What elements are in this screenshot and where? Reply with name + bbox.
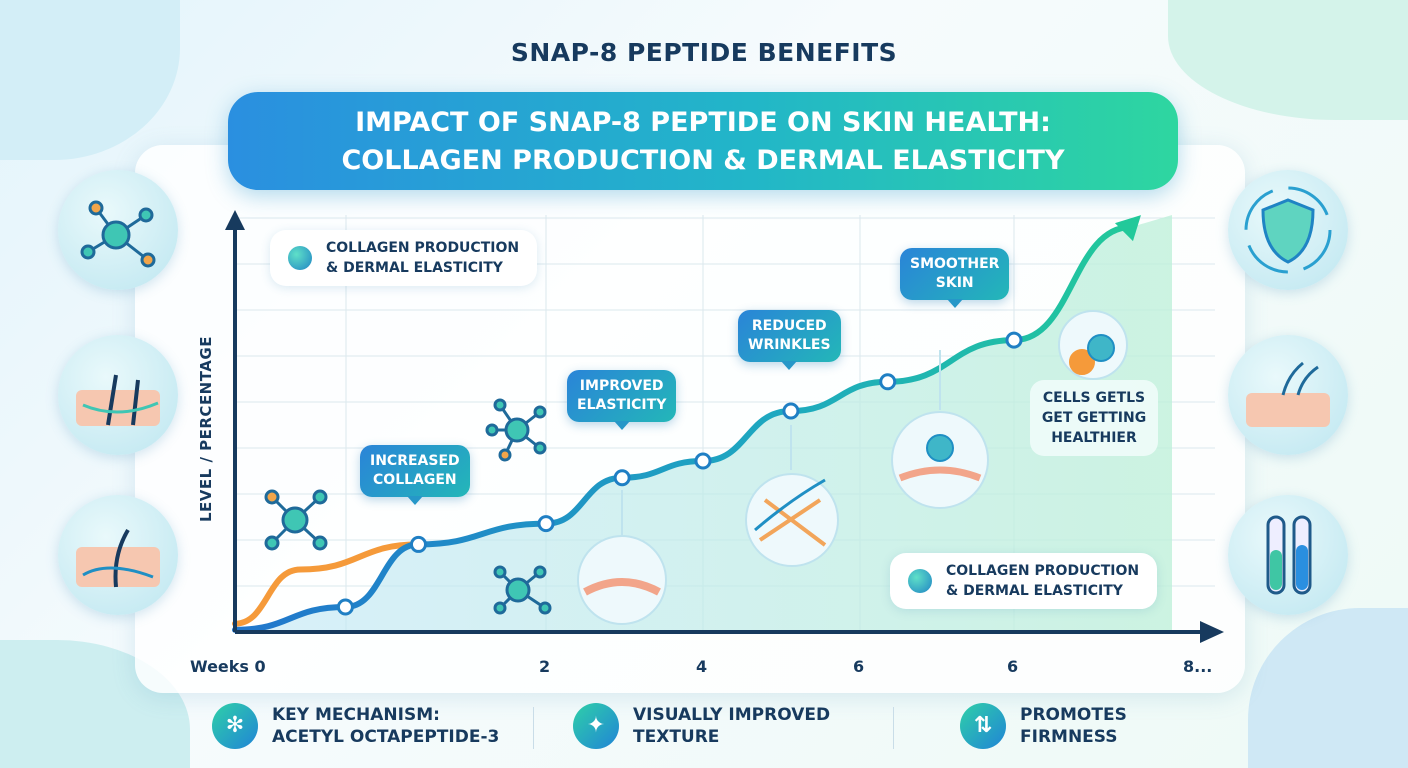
note-line: HEALTHIER [1051,430,1137,446]
feature-label: PROMOTES [1020,705,1127,725]
callout-line: SMOOTHER [910,256,1000,272]
feature-label: TEXTURE [633,727,720,747]
main-series-line [232,224,1134,633]
legend-label: COLLAGEN PRODUCTION [326,240,520,256]
data-point [537,515,555,533]
legend-label: & DERMAL ELASTICITY [326,260,503,276]
secondary-series-line [232,541,422,627]
molecule-icon [264,398,552,615]
x-tick-label: 2 [539,657,551,676]
x-axis-arrow [1200,621,1224,643]
note-line: CELLS GETLS [1042,390,1146,406]
callout-line: WRINKLES [748,337,831,353]
feature-firmness: ⇅ PROMOTES FIRMNESS [960,703,1127,749]
note-line: GET GETTING [1041,410,1147,426]
x-tick-label: 8... [1183,657,1213,676]
divider [533,707,534,749]
skin-hair-icon [58,335,178,455]
skin-follicle-icon [58,495,178,615]
skin-layers-icon [1228,335,1348,455]
data-point [694,452,712,470]
data-point [879,373,897,391]
chart-title-banner: IMPACT OF SNAP-8 PEPTIDE ON SKIN HEALTH:… [228,92,1178,190]
face-shield-icon [1228,170,1348,290]
page-title: SNAP-8 PEPTIDE BENEFITS [510,38,898,67]
feature-label: FIRMNESS [1020,727,1118,747]
callout-improved-elasticity: IMPROVED ELASTICITY [567,370,677,430]
y-axis-arrow [225,210,245,230]
divider [893,707,894,749]
feature-label: ACETYL OCTAPEPTIDE-3 [272,727,500,747]
data-point [336,598,354,616]
callout-line: IMPROVED [579,378,664,394]
skin-illustration [577,310,1128,625]
legend-dot-icon [908,569,932,593]
banner-line-2: COLLAGEN PRODUCTION & DERMAL ELASTICITY [341,145,1065,176]
area-fill [235,215,1172,632]
test-tubes-icon [1228,495,1348,615]
legend-bottom: COLLAGEN PRODUCTION & DERMAL ELASTICITY [890,553,1158,609]
x-tick-label: 6 [1007,657,1019,676]
banner-line-1: IMPACT OF SNAP-8 PEPTIDE ON SKIN HEALTH: [355,107,1051,138]
feature-key-mechanism: ✻ KEY MECHANISM: ACETYL OCTAPEPTIDE-3 [212,703,499,749]
molecule-icon: ✻ [212,703,258,749]
x-tick-label: 4 [696,657,708,676]
data-point [1005,331,1023,349]
x-tick-label: Weeks 0 [190,657,266,676]
legend-label: COLLAGEN PRODUCTION [946,563,1140,579]
data-point [409,535,427,553]
legend-label: & DERMAL ELASTICITY [946,583,1123,599]
callout-increased-collagen: INCREASED COLLAGEN [360,445,470,505]
feature-label: KEY MECHANISM: [272,705,440,725]
callout-smoother-skin: SMOOTHER SKIN [900,248,1010,308]
feature-visual-texture: ✦ VISUALLY IMPROVED TEXTURE [573,703,830,749]
y-axis-label: LEVEL / PERCENTAGE [197,336,215,522]
callout-line: COLLAGEN [373,472,457,488]
callout-line: SKIN [935,275,974,291]
data-point [613,469,631,487]
data-point [782,402,800,420]
note-cells-healthier: CELLS GETLS GET GETTING HEALTHIER [1030,380,1158,456]
callout-line: INCREASED [370,453,460,469]
molecule-icon [58,170,178,290]
trend-arrowhead [1114,215,1141,242]
x-tick-label: 6 [853,657,865,676]
feature-label: VISUALLY IMPROVED [633,705,831,725]
compress-icon: ⇅ [960,703,1006,749]
sparkle-icon: ✦ [573,703,619,749]
legend-top: COLLAGEN PRODUCTION & DERMAL ELASTICITY [270,230,538,286]
callout-reduced-wrinkles: REDUCED WRINKLES [738,310,841,370]
callout-line: ELASTICITY [577,397,667,413]
callout-line: REDUCED [751,318,827,334]
legend-dot-icon [288,246,312,270]
